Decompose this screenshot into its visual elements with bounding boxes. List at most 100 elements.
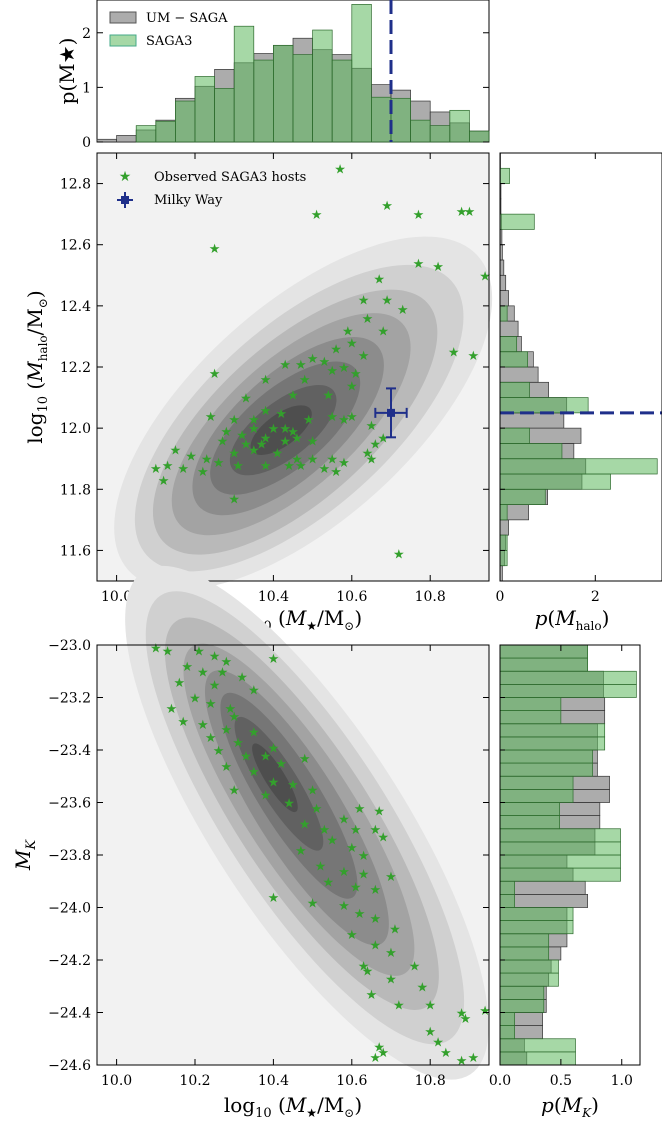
observed-host-star: ★ <box>413 208 425 223</box>
saga3-bar <box>499 1025 515 1040</box>
y-tick-label: −23.4 <box>48 743 91 759</box>
um-saga-bar <box>499 320 519 337</box>
mk-histogram-panel: 0.0 0.5 1.0 p(MK) <box>489 644 641 1120</box>
observed-host-star: ★ <box>350 367 362 382</box>
saga3-bar <box>499 550 508 567</box>
saga3-bar <box>499 657 589 672</box>
observed-host-star: ★ <box>307 352 319 367</box>
observed-host-star: ★ <box>479 1004 491 1019</box>
y-tick-label: 12.6 <box>60 238 91 254</box>
observed-host-star: ★ <box>369 1051 381 1066</box>
observed-host-star: ★ <box>315 860 327 875</box>
um-saga-bar <box>499 290 509 307</box>
top-histogram-bars <box>96 4 490 143</box>
mk-histogram-bars <box>499 644 637 1066</box>
observed-host-star: ★ <box>299 373 311 388</box>
observed-host-star: ★ <box>369 938 381 953</box>
saga3-bar <box>499 907 574 921</box>
observed-host-star: ★ <box>248 684 260 699</box>
x-tick-label: 0.0 <box>489 1073 511 1089</box>
y-tick-label: 12.4 <box>60 299 91 315</box>
saga3-bar <box>155 120 176 143</box>
observed-host-star: ★ <box>228 710 240 725</box>
y-tick-label: 2 <box>82 26 91 42</box>
saga3-bar <box>292 54 313 143</box>
observed-host-star: ★ <box>260 459 272 474</box>
observed-host-star: ★ <box>373 272 385 287</box>
observed-host-star: ★ <box>338 899 350 914</box>
observed-host-star: ★ <box>373 1041 385 1056</box>
saga3-bar <box>273 44 294 143</box>
saga3-bar <box>233 25 255 143</box>
um-saga-bar <box>116 135 137 143</box>
x-tick-label: 10.2 <box>179 1073 210 1089</box>
saga3-bar <box>194 76 215 143</box>
observed-host-star: ★ <box>248 444 260 459</box>
observed-host-star: ★ <box>381 294 393 309</box>
observed-host-star: ★ <box>232 736 244 751</box>
observed-host-star: ★ <box>456 205 468 220</box>
density-contour <box>250 405 312 455</box>
saga3-bar <box>499 710 562 725</box>
saga3-bar <box>499 305 508 322</box>
um-saga-bar <box>499 274 507 291</box>
legend-swatch-um-saga <box>109 11 137 24</box>
y-tick-label: 12.8 <box>60 177 91 193</box>
top-legend: UM − SAGA SAGA3 <box>109 11 228 49</box>
observed-host-star: ★ <box>260 404 272 419</box>
saga3-bar <box>499 723 606 738</box>
saga3-bar <box>499 1038 576 1053</box>
y-tick-label: −23.8 <box>48 848 91 864</box>
observed-host-star: ★ <box>228 783 240 798</box>
observed-host-star: ★ <box>248 765 260 780</box>
observed-host-star: ★ <box>448 346 460 361</box>
x-tick-label: 10.6 <box>336 589 367 605</box>
observed-host-star: ★ <box>256 437 268 452</box>
observed-host-star: ★ <box>205 731 217 746</box>
observed-host-star: ★ <box>338 456 350 471</box>
observed-host-star: ★ <box>326 833 338 848</box>
observed-host-star: ★ <box>456 1054 468 1069</box>
observed-host-star: ★ <box>268 422 280 437</box>
y-tick-label: 0 <box>82 135 91 151</box>
observed-host-star: ★ <box>181 660 193 675</box>
observed-host-star: ★ <box>385 870 397 885</box>
y-tick-label: −24.2 <box>48 953 91 969</box>
observed-host-star: ★ <box>217 665 229 680</box>
halo-histogram-x-axis-label: p(Mhalo) <box>535 606 610 633</box>
saga3-bar <box>499 697 562 711</box>
observed-host-star: ★ <box>240 437 252 452</box>
observed-host-star: ★ <box>177 462 189 477</box>
x-tick-label: 1.0 <box>611 1073 633 1089</box>
observed-host-star: ★ <box>197 718 209 733</box>
observed-host-star: ★ <box>354 907 366 922</box>
stellar-mass-histogram-panel: 0 1 2 p(M★) UM − SAGA SAGA3 <box>55 0 490 151</box>
observed-host-star: ★ <box>299 818 311 833</box>
observed-host-star: ★ <box>358 959 370 974</box>
legend-label-observed: Observed SAGA3 hosts <box>154 170 306 185</box>
observed-host-star: ★ <box>228 492 240 507</box>
saga3-bar <box>214 88 235 143</box>
saga3-bar <box>429 125 451 143</box>
mk-y-axis-label: MK <box>11 839 39 871</box>
observed-host-star: ★ <box>248 422 260 437</box>
legend-star-icon: ★ <box>119 169 132 185</box>
observed-host-star: ★ <box>295 459 307 474</box>
x-tick-label: 0.5 <box>550 1073 572 1089</box>
observed-host-star: ★ <box>303 413 315 428</box>
observed-host-star: ★ <box>228 413 240 428</box>
observed-host-star: ★ <box>189 692 201 707</box>
observed-host-star: ★ <box>369 823 381 838</box>
observed-host-star: ★ <box>228 447 240 462</box>
um-saga-bar <box>499 519 509 536</box>
top-y-ticks: 0 1 2 <box>82 26 489 151</box>
y-tick-label: 1 <box>82 80 91 96</box>
observed-host-star: ★ <box>338 812 350 827</box>
legend-label-saga3: SAGA3 <box>146 34 192 49</box>
x-tick-label: 10.4 <box>258 1073 289 1089</box>
observed-host-star: ★ <box>334 162 346 177</box>
saga3-bar <box>469 130 490 143</box>
observed-host-star: ★ <box>268 652 280 667</box>
